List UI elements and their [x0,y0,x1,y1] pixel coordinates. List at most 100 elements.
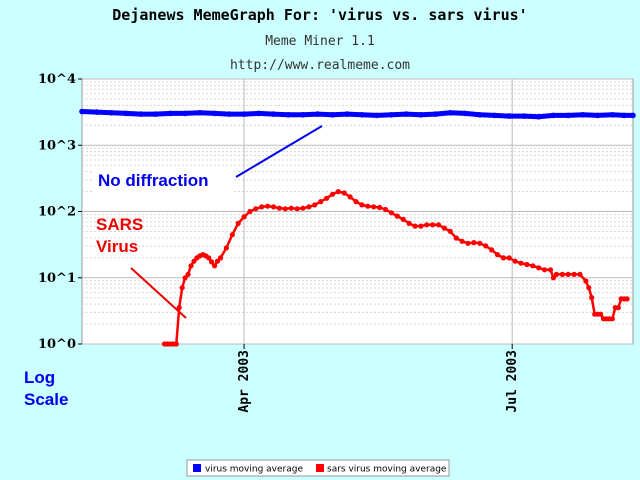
data-point-sars [441,225,447,231]
legend-label-virus: virus moving average [205,465,303,475]
x-tick-label: Apr 2003 [237,350,252,413]
no-diffraction-label: No diffraction [98,171,209,190]
data-point-sars [312,202,318,208]
data-point-sars [214,258,221,264]
data-point-sars [394,213,400,219]
y-label-line-2: Scale [24,390,68,409]
data-point-virus [138,111,144,117]
data-point-sars [206,255,212,261]
legend-swatch-virus [193,464,201,472]
data-point-virus [491,112,498,119]
data-point-virus [167,110,174,117]
data-point-sars [483,243,489,249]
data-point-sars [571,271,577,277]
data-point-sars [565,271,571,277]
data-point-sars [471,240,477,246]
data-point-sars [353,199,359,205]
data-point-virus [535,114,542,120]
x-axis: Apr 2003 Jul 2003 [237,79,520,413]
data-point-sars [388,210,394,216]
data-point-sars [418,223,424,229]
data-point-virus [609,112,616,118]
data-point-virus [565,112,571,119]
data-point-sars [406,220,412,226]
data-point-virus [182,110,188,117]
data-point-sars [282,206,288,212]
chart-url: http://www.realmeme.com [230,58,410,73]
data-point-sars [536,265,542,271]
data-point-sars [583,278,589,284]
data-point-sars [609,316,616,322]
data-point-virus [211,110,218,117]
data-point-sars [247,208,253,215]
data-point-virus [373,112,380,119]
data-point-sars [235,220,241,226]
data-point-virus [432,111,439,117]
data-point-sars [341,190,347,196]
data-point-sars [518,260,524,266]
y-axis: 10^0 10^1 10^2 10^3 10^4 [38,72,82,352]
data-point-virus [621,112,627,119]
data-point-sars [371,204,377,210]
y-tick-label: 10^3 [38,138,76,153]
data-point-sars [253,206,259,212]
data-point-virus [285,112,292,118]
data-point-sars [465,240,471,246]
legend: virus moving average sars virus moving a… [186,459,450,477]
data-point-virus [241,111,247,117]
x-tick-label: Jul 2003 [505,350,520,413]
chart-title: Dejanews MemeGraph For: 'virus vs. sars … [112,6,527,24]
data-point-virus [270,111,277,117]
data-point-virus [79,108,85,115]
data-point-sars [276,205,282,211]
data-point-sars [589,295,595,301]
data-point-sars [217,255,224,261]
data-point-sars [586,285,592,291]
data-point-virus [418,112,424,118]
data-point-sars [188,263,194,269]
data-point-sars [547,267,554,273]
chart-subtitle: Meme Miner 1.1 [265,34,375,49]
legend-label-sars: sars virus moving average [327,465,447,475]
data-point-sars [512,258,518,264]
data-point-sars [347,194,353,200]
data-point-sars [553,271,560,277]
data-point-sars [318,199,324,205]
data-point-virus [344,111,351,117]
y-tick-label: 10^4 [38,72,76,87]
data-point-virus [477,112,483,118]
data-point-virus [630,112,636,119]
data-point-virus [359,112,365,118]
data-point-virus [226,111,233,117]
data-point-sars [400,216,406,222]
data-point-sars [494,252,501,258]
data-point-sars [288,205,294,211]
data-point-sars [229,232,235,238]
data-point-sars [524,261,530,268]
data-point-sars [550,275,557,281]
data-point-virus [388,112,395,118]
data-point-sars [530,263,536,269]
data-point-sars [223,245,229,251]
data-point-sars [453,235,459,241]
no-diffraction-label-bg [92,166,232,192]
data-point-sars [324,195,330,201]
data-point-sars [365,203,371,209]
data-point-virus [108,110,115,116]
data-point-sars [559,271,565,277]
data-point-sars [176,305,182,311]
data-point-virus [462,110,468,117]
y-tick-label: 10^2 [38,205,76,220]
sars-arrow [130,267,187,319]
data-point-sars [459,238,465,244]
data-point-sars [241,214,247,220]
data-point-sars [294,206,300,212]
data-point-sars [270,204,277,210]
data-point-sars [182,275,188,281]
sars-label-line-2: Virus [96,237,138,256]
data-point-sars [265,203,271,209]
data-point-sars [500,255,506,261]
data-point-sars [259,204,265,210]
data-point-virus [300,112,306,118]
